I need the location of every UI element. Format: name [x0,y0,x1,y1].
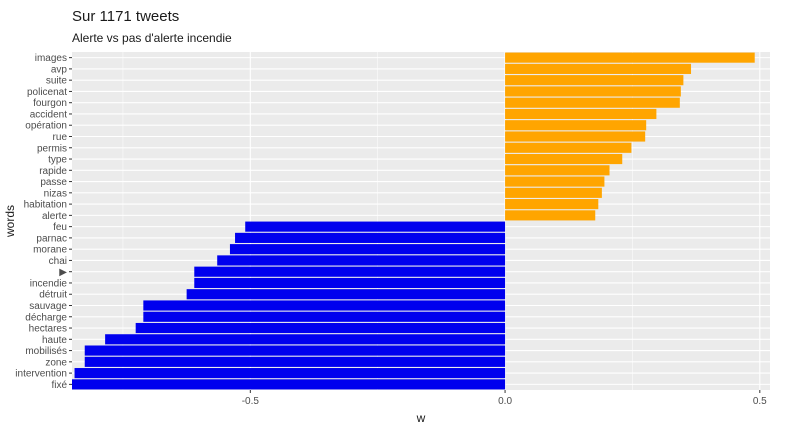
bar-25 [135,322,506,334]
bar-10 [505,153,623,165]
y-tick-label: fixé [51,380,67,391]
bar-2 [505,63,692,74]
bar-15 [505,210,596,221]
bar-12 [505,176,605,187]
bar-17 [235,232,506,243]
bar-20 [194,266,506,277]
plot-panel [72,52,770,390]
x-axis-title: w [416,411,426,425]
bar-8 [505,131,646,142]
y-axis-title: words [3,205,17,238]
y-tick-label: sauvage [29,301,67,312]
y-tick-labels: imagesavpsuitepolicenatfourgonaccidentop… [15,53,72,391]
bar-11 [505,165,610,176]
bar-27 [84,345,506,356]
y-tick-label: type [48,155,67,166]
bar-1 [505,52,755,63]
y-tick-label: habitation [24,200,67,211]
y-tick-label: alerte [42,211,67,222]
chart-subtitle: Alerte vs pas d'alerte incendie [72,31,232,45]
bar-16 [245,221,506,232]
y-tick-label: chai [49,256,67,267]
bar-21 [194,277,506,289]
bar-14 [505,199,599,210]
bar-13 [505,187,602,198]
y-tick-label: fourgon [33,98,67,109]
y-tick-label: images [35,53,67,64]
y-tick-label: morane [33,245,67,256]
y-tick-label: détruit [39,290,67,301]
y-tick-label: feu [53,222,67,233]
y-tick-label: décharge [25,312,67,323]
chart-title: Sur 1171 tweets [72,8,180,25]
bar-5 [505,97,680,108]
y-tick-label: zone [45,357,67,368]
bar-6 [505,108,657,120]
bar-19 [217,255,506,266]
bar-18 [229,244,506,255]
y-tick-label: intervention [15,369,67,380]
bar-9 [505,142,632,153]
bar-26 [105,334,506,345]
bar-3 [505,75,684,86]
bar-7 [505,120,647,131]
bar-23 [143,300,506,311]
bar-28 [84,356,506,367]
y-tick-label: passe [40,177,67,188]
bar-29 [74,368,506,379]
y-tick-label: rue [53,132,68,143]
y-tick-label: policenat [27,87,67,98]
bar-4 [505,86,681,97]
y-tick-label: nizas [44,188,67,199]
y-tick-label: opération [25,121,67,132]
y-tick-label: incendie [30,278,68,289]
y-tick-label: ▶ [59,267,67,278]
x-tick-label: 0.0 [498,396,512,407]
x-tick-labels: -0.5 0.0 0.5 [242,390,767,407]
y-tick-label: haute [42,335,67,346]
bar-22 [186,289,506,300]
y-tick-label: parnac [36,233,67,244]
y-tick-label: permis [37,143,67,154]
y-tick-label: mobilisés [25,346,67,357]
y-tick-label: suite [46,76,68,87]
y-tick-label: rapide [39,166,67,177]
x-tick-label: 0.5 [753,396,767,407]
y-tick-label: hectares [29,324,67,335]
bar-24 [143,311,506,322]
bar-30 [72,379,506,390]
y-tick-label: accident [30,109,67,120]
x-tick-label: -0.5 [242,396,260,407]
y-tick-label: avp [51,64,68,75]
bars [72,52,755,390]
